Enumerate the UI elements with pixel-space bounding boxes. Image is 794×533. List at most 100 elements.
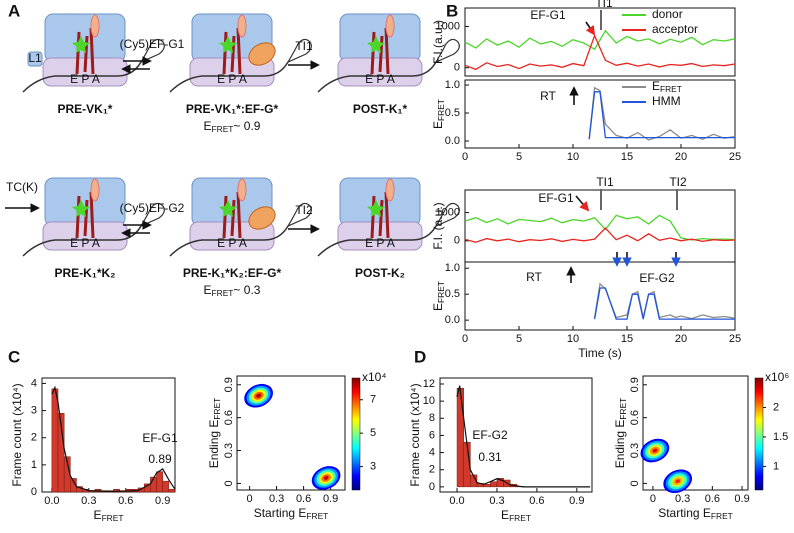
annotation: TI2: [669, 175, 687, 189]
dye-star: [72, 200, 90, 217]
y-tick-label: 10: [423, 395, 435, 407]
peptide: [90, 178, 100, 202]
panel-label: C: [8, 347, 20, 366]
text-part: FRET: [436, 99, 446, 121]
mrna: [169, 225, 289, 257]
legend-label: donor: [652, 7, 683, 21]
text-part: FRET: [212, 124, 234, 134]
density-peak: [311, 466, 341, 490]
trna: [370, 191, 390, 239]
y-tick-label: 0.3: [629, 443, 641, 458]
state-label: POST-K₁*: [353, 102, 408, 116]
ef-g: [248, 42, 276, 66]
text-part: FRET: [618, 398, 628, 420]
x-tick-label: 0.6: [296, 493, 311, 505]
trna: [222, 191, 242, 239]
x-tick-label: 5: [516, 333, 522, 345]
y-tick-label: 0: [454, 62, 460, 74]
annotation: EF-G2: [472, 428, 508, 442]
y-tick-label: 0.0: [445, 135, 460, 147]
trace: [464, 33, 736, 71]
text-part: FRET: [711, 511, 733, 521]
annotation: TI1: [595, 0, 613, 10]
x-tick-label: 0.3: [81, 495, 96, 507]
trace: [464, 227, 736, 243]
x-axis-label: EFRET: [501, 508, 531, 523]
x-tick-label: 0.6: [118, 495, 133, 507]
x-tick-label: 0.9: [569, 495, 584, 507]
ribosome: E P A: [317, 177, 460, 257]
peptide: [385, 14, 395, 38]
x-tick-label: 20: [675, 151, 687, 163]
y-tick-label: 0: [429, 481, 435, 493]
y-tick-label: 4: [429, 446, 435, 458]
dye-star: [219, 200, 237, 217]
annotation: TI1: [596, 175, 614, 189]
colorbar-label: x10⁶: [765, 370, 789, 384]
y-tick-label: 0: [629, 480, 641, 486]
y-tick-label: 8: [429, 412, 435, 424]
colorbar: [754, 377, 764, 491]
label: TI1: [295, 39, 313, 53]
y-axis-label: Frame count (x10⁴): [408, 383, 422, 486]
peptide: [90, 14, 100, 38]
text-part: acceptor: [652, 22, 698, 36]
fit-curve: [51, 385, 176, 493]
y-axis-label: EFRET: [431, 99, 446, 129]
hairpin: [286, 38, 312, 64]
annotation: RT: [526, 270, 542, 284]
trace: [593, 287, 735, 320]
x-tick-label: 25: [729, 333, 741, 345]
x-tick-label: 15: [621, 333, 633, 345]
text-part: ~ 0.9: [233, 119, 260, 133]
text-part: E: [431, 303, 445, 311]
mrna: [317, 225, 437, 257]
y-tick-label: 1.0: [445, 262, 460, 274]
panel-label: D: [414, 347, 426, 366]
site-labels: E P A: [365, 72, 395, 86]
label: L1: [28, 51, 42, 65]
x-axis-label: Starting EFRET: [658, 506, 733, 521]
bar: [168, 489, 176, 493]
trna: [75, 27, 95, 75]
text-part: FRET: [660, 84, 682, 94]
peptide: [385, 178, 395, 202]
x-tick-label: 0.6: [529, 495, 544, 507]
bar: [456, 388, 464, 488]
text-part: Starting E: [658, 506, 711, 520]
y-tick-label: 0: [454, 235, 460, 247]
legend-label: acceptor: [652, 22, 698, 36]
text-part: FRET: [212, 398, 222, 420]
legend-label: EFRET: [652, 79, 682, 94]
state-label: PRE-K₁*K₂: [55, 266, 116, 280]
trace: [464, 29, 736, 51]
state-label: PRE-K₁*K₂:EF-G*: [183, 266, 282, 280]
text-part: E: [652, 79, 660, 93]
x-tick-label: 0.9: [734, 493, 749, 505]
plot-frame: [236, 375, 346, 491]
y-tick-label: 1.0: [445, 79, 460, 91]
ribosome: E P A: [317, 13, 460, 93]
panel-label: A: [8, 1, 20, 20]
bar: [483, 484, 491, 488]
text-part: FRET: [102, 513, 124, 523]
plot-frame: [642, 375, 749, 491]
hairpin: [139, 202, 165, 228]
x-tick-label: 5: [516, 151, 522, 163]
x-tick-label: 0.9: [155, 495, 170, 507]
y-tick-label: 2: [31, 432, 37, 444]
density-peak: [244, 383, 273, 408]
y-axis-label: EFRET: [431, 281, 446, 311]
bar: [162, 480, 170, 493]
trna: [75, 191, 95, 239]
annotation: EF-G1: [530, 8, 566, 22]
trna: [370, 27, 390, 75]
label: TI2: [295, 203, 313, 217]
panel-label: B: [446, 1, 458, 20]
hairpin: [434, 202, 460, 228]
label: (Cy5)EF-G1: [120, 37, 185, 51]
y-tick-label: 3: [31, 404, 37, 416]
arrow: [585, 21, 596, 36]
y-tick-label: 2: [429, 464, 435, 476]
